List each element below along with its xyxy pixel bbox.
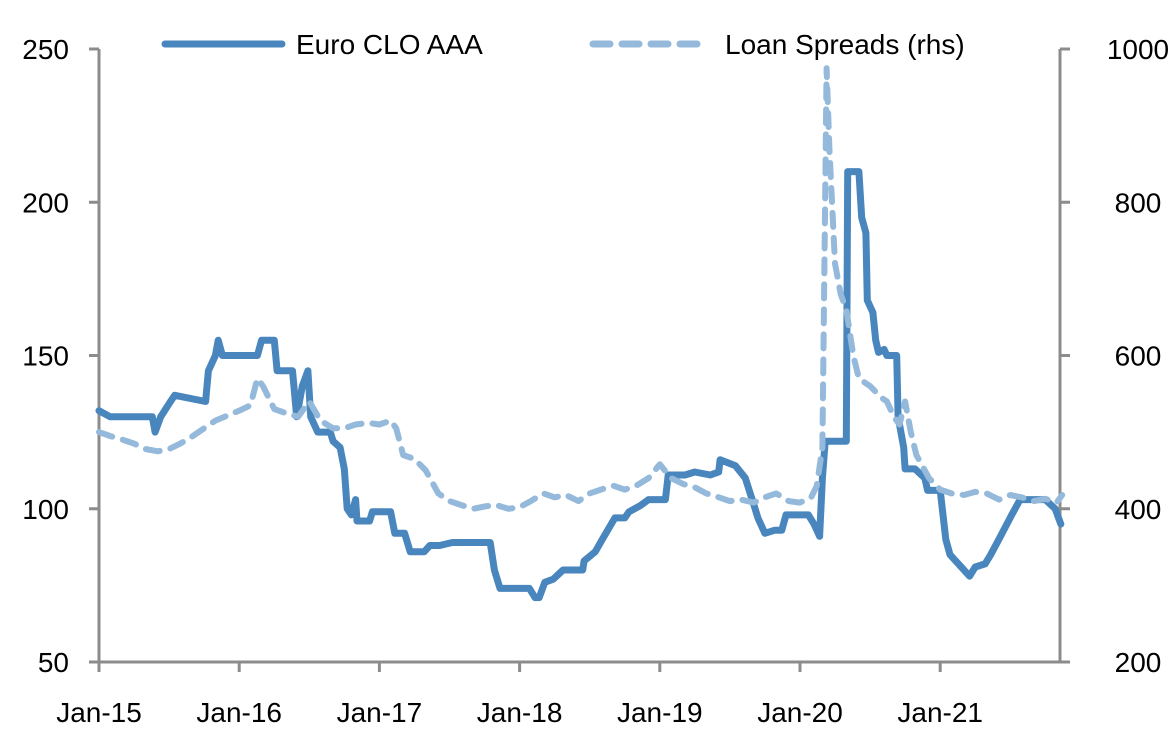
right-tick-label: 1000: [1107, 34, 1169, 65]
left-tick-label: 100: [22, 494, 69, 525]
left-tick-label: 50: [38, 647, 69, 678]
axes: 50 100 150 200 250 200 400 600 800 1000 Jan-15 Jan-…: [22, 34, 1169, 728]
legend-label-euro-clo-aaa: Euro CLO AAA: [296, 29, 483, 60]
left-tick-label: 250: [22, 34, 69, 65]
right-tick-label: 800: [1115, 187, 1162, 218]
legend-label-loan-spreads: Loan Spreads (rhs): [725, 29, 965, 60]
series-line-euro-clo-aaa: [95, 168, 1065, 602]
x-tick-label: Jan-18: [477, 697, 563, 728]
x-tick-label: Jan-15: [56, 697, 142, 728]
right-tick-label: 600: [1115, 341, 1162, 372]
x-tick-label: Jan-21: [897, 697, 983, 728]
right-tick-label: 400: [1115, 494, 1162, 525]
x-tick-label: Jan-16: [196, 697, 282, 728]
legend: Euro CLO AAA Loan Spreads (rhs): [161, 29, 965, 60]
series-line-loan-spreads: [96, 65, 1066, 512]
right-tick-label: 200: [1115, 647, 1162, 678]
series-layer: [95, 65, 1066, 602]
x-tick-label: Jan-19: [617, 697, 703, 728]
left-tick-label: 200: [22, 187, 69, 218]
x-tick-label: Jan-17: [337, 697, 423, 728]
x-tick-label: Jan-20: [757, 697, 843, 728]
left-tick-label: 150: [22, 341, 69, 372]
